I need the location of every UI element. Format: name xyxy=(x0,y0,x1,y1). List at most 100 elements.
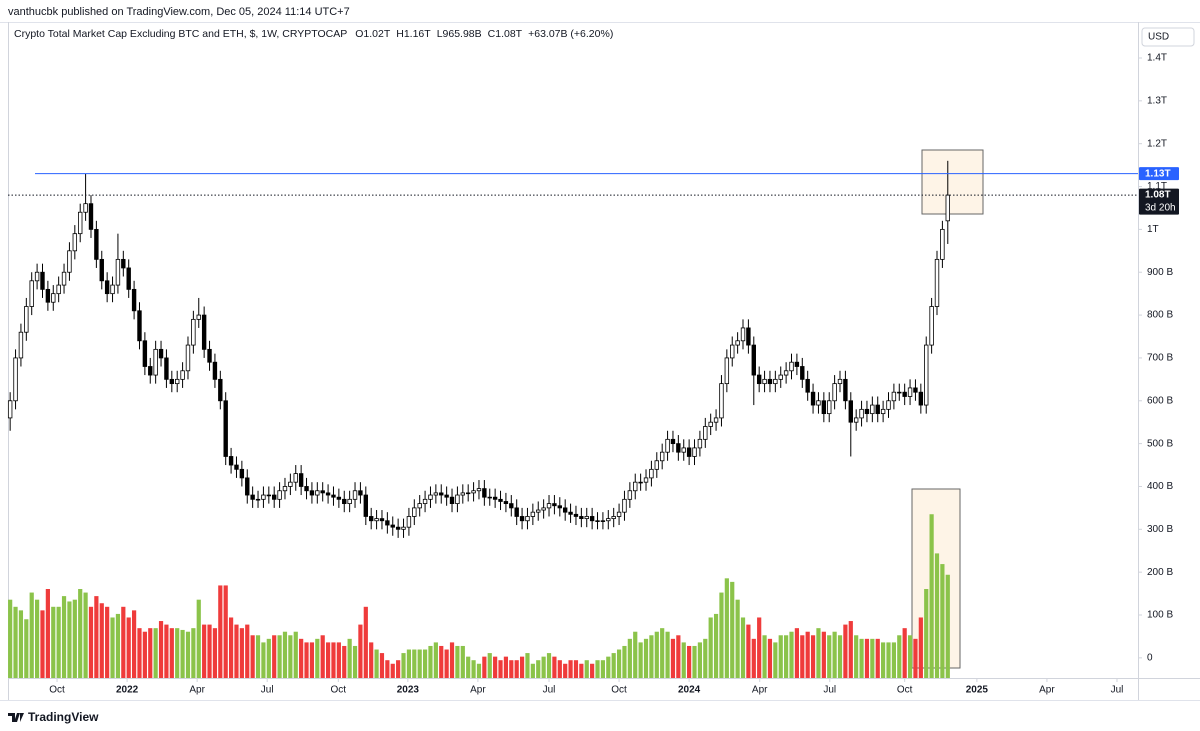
candle-body xyxy=(228,456,234,466)
x-tick-label: Oct xyxy=(331,685,347,696)
volume-bar xyxy=(563,663,568,678)
y-tick-label: 1T xyxy=(1147,224,1159,235)
chart-title: Crypto Total Market Cap Excluding BTC an… xyxy=(14,28,347,40)
candle-body xyxy=(886,400,891,410)
candle-body xyxy=(255,498,261,501)
candle-body xyxy=(110,284,115,295)
candle-body xyxy=(320,490,325,494)
candle-body xyxy=(659,451,665,462)
volume-bar xyxy=(913,638,918,678)
candle-body xyxy=(827,400,832,415)
candle-body xyxy=(250,494,255,500)
candle-body xyxy=(444,494,449,498)
volume-bar xyxy=(325,642,331,678)
candle-body xyxy=(439,492,444,496)
volume-bar xyxy=(34,599,40,678)
volume-bar xyxy=(487,653,492,678)
candle-body xyxy=(902,391,907,397)
volume-bar xyxy=(805,631,810,678)
candle-body xyxy=(810,391,816,406)
candle-body xyxy=(352,490,358,500)
candle-body xyxy=(767,378,773,385)
volume-bar xyxy=(881,642,886,678)
candle-body xyxy=(875,404,880,415)
volume-bar xyxy=(72,599,77,678)
candle-body xyxy=(417,503,422,509)
candle-body xyxy=(600,520,606,522)
volume-bar xyxy=(347,638,352,678)
volume-bar xyxy=(449,642,455,678)
candle-body xyxy=(282,486,288,492)
volume-bar xyxy=(886,642,891,678)
volume-bar xyxy=(40,610,45,678)
candle-body xyxy=(686,447,692,457)
volume-bar xyxy=(692,645,697,678)
candle-body xyxy=(821,400,827,415)
x-tick-label: Apr xyxy=(470,685,486,696)
volume-bar xyxy=(854,635,859,678)
volume-bar xyxy=(196,599,201,678)
candle-body xyxy=(126,267,131,290)
volume-bar xyxy=(158,621,164,678)
volume-bar xyxy=(503,656,509,678)
candle-body xyxy=(180,370,185,380)
volume-bar xyxy=(498,660,503,678)
candle-body xyxy=(573,513,579,517)
candle-body xyxy=(56,284,61,295)
candle-body xyxy=(724,357,730,385)
x-tick-label: 2023 xyxy=(397,685,420,696)
volume-bar xyxy=(870,638,875,678)
candle-body xyxy=(918,391,924,406)
legend-value: +63.07B (+6.20%) xyxy=(528,28,613,40)
candle-body xyxy=(800,366,805,380)
volume-bar xyxy=(455,645,460,678)
y-tick-label: 600 B xyxy=(1147,395,1173,406)
volume-bar xyxy=(827,635,832,678)
currency-button[interactable] xyxy=(1141,27,1195,47)
volume-bar xyxy=(369,642,374,678)
countdown-label: 3d 20h xyxy=(1145,203,1176,214)
volume-bar xyxy=(428,645,433,678)
volume-bar xyxy=(606,656,611,678)
price-label-bg xyxy=(1139,188,1179,215)
volume-bar xyxy=(536,660,541,678)
candle-body xyxy=(379,518,385,522)
candle-body xyxy=(94,228,99,260)
candle-body xyxy=(325,492,331,496)
candle-body xyxy=(762,378,767,385)
volume-bar xyxy=(660,628,665,678)
candle-body xyxy=(805,378,810,393)
candle-body xyxy=(374,518,379,522)
volume-bar xyxy=(810,635,816,678)
candle-body xyxy=(390,524,395,528)
volume-bar xyxy=(460,645,465,678)
candle-body xyxy=(88,203,94,230)
candle-body xyxy=(61,271,67,286)
volume-bar xyxy=(687,645,692,678)
volume-bar xyxy=(137,628,142,678)
candle-body xyxy=(681,447,686,453)
volume-bar xyxy=(590,663,595,678)
volume-bar xyxy=(239,628,244,678)
candle-body xyxy=(29,280,34,307)
candle-body xyxy=(778,374,783,380)
candle-body xyxy=(525,516,530,522)
x-tick-label: 2025 xyxy=(966,685,989,696)
candle-body xyxy=(45,288,51,303)
candle-body xyxy=(713,417,719,423)
candle-body xyxy=(288,481,293,487)
volume-bar xyxy=(649,635,654,678)
currency[interactable]: USD xyxy=(1148,32,1169,43)
volume-bar xyxy=(115,613,121,678)
candle-body xyxy=(692,447,697,457)
volume-bar xyxy=(784,635,789,678)
volume-bar xyxy=(627,638,632,678)
legend-value: L965.98B xyxy=(437,28,482,40)
candle-body xyxy=(164,357,169,380)
volume-bar xyxy=(105,606,110,678)
volume-bar xyxy=(924,589,929,678)
volume-bar xyxy=(622,645,627,678)
candle-body xyxy=(67,250,72,273)
candle-body xyxy=(649,468,654,479)
candle-body xyxy=(465,492,471,495)
